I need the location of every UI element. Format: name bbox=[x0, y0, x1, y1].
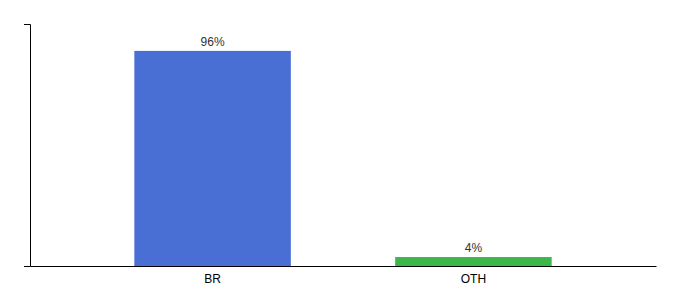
y-axis bbox=[24, 25, 31, 267]
data-label: 96% bbox=[201, 35, 225, 49]
bars bbox=[134, 51, 551, 266]
chart-container: BR OTH 96% 4% bbox=[0, 0, 680, 300]
x-tick-label: BR bbox=[204, 272, 221, 286]
x-tick: OTH bbox=[461, 266, 486, 286]
bar bbox=[134, 51, 291, 266]
data-labels: 96% 4% bbox=[201, 35, 483, 255]
x-tick: BR bbox=[204, 266, 221, 286]
plot-area: BR OTH 96% 4% bbox=[24, 25, 657, 286]
chart-svg: BR OTH 96% 4% bbox=[0, 0, 680, 300]
x-axis: BR OTH bbox=[31, 266, 657, 286]
x-tick-label: OTH bbox=[461, 272, 486, 286]
bar bbox=[395, 257, 551, 266]
data-label: 4% bbox=[465, 241, 483, 255]
y-axis-line bbox=[24, 25, 31, 267]
x-axis-line bbox=[31, 266, 657, 267]
